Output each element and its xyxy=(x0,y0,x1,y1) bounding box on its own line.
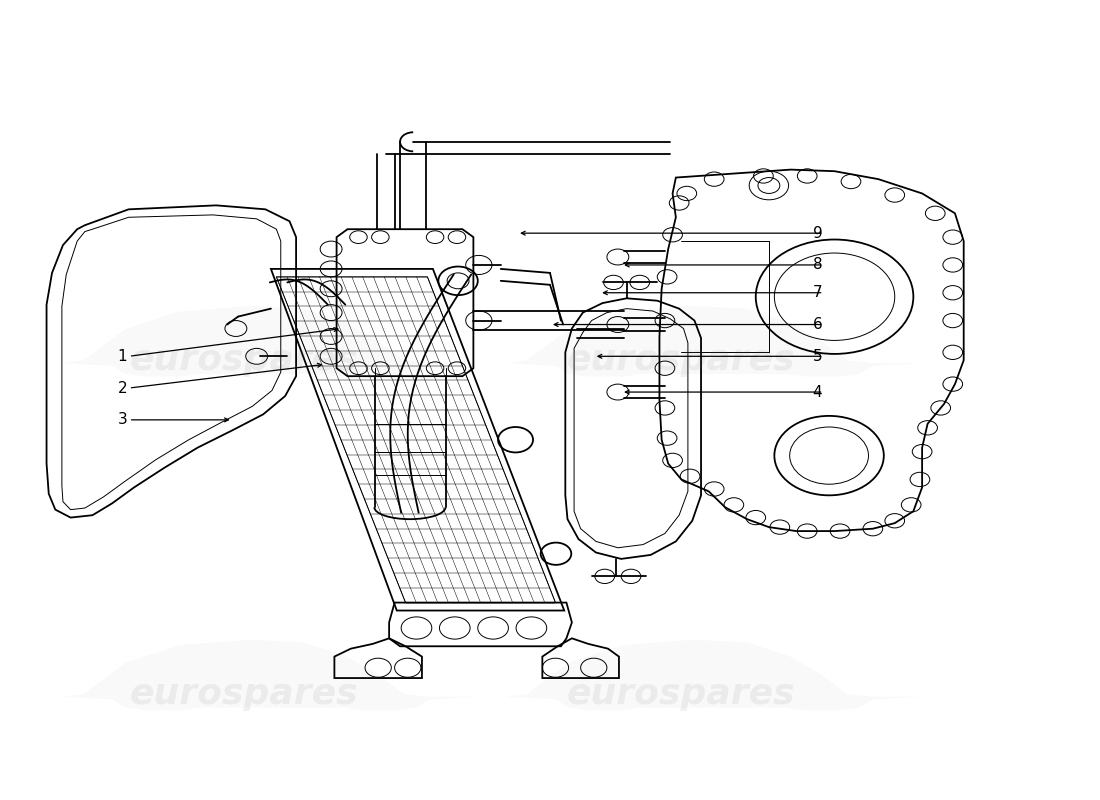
Text: eurospares: eurospares xyxy=(566,343,795,378)
Text: 9: 9 xyxy=(813,226,823,241)
Polygon shape xyxy=(63,306,478,377)
Text: 5: 5 xyxy=(813,349,823,364)
Text: 1: 1 xyxy=(118,349,128,364)
Text: 2: 2 xyxy=(118,381,128,395)
Polygon shape xyxy=(506,640,922,710)
Text: 7: 7 xyxy=(813,286,823,300)
Polygon shape xyxy=(506,306,922,377)
Text: 6: 6 xyxy=(813,317,823,332)
Text: eurospares: eurospares xyxy=(129,343,358,378)
Text: eurospares: eurospares xyxy=(566,677,795,711)
Text: 4: 4 xyxy=(813,385,823,399)
Text: 3: 3 xyxy=(118,412,128,427)
Polygon shape xyxy=(63,640,478,710)
Text: eurospares: eurospares xyxy=(129,677,358,711)
Text: 8: 8 xyxy=(813,258,823,273)
